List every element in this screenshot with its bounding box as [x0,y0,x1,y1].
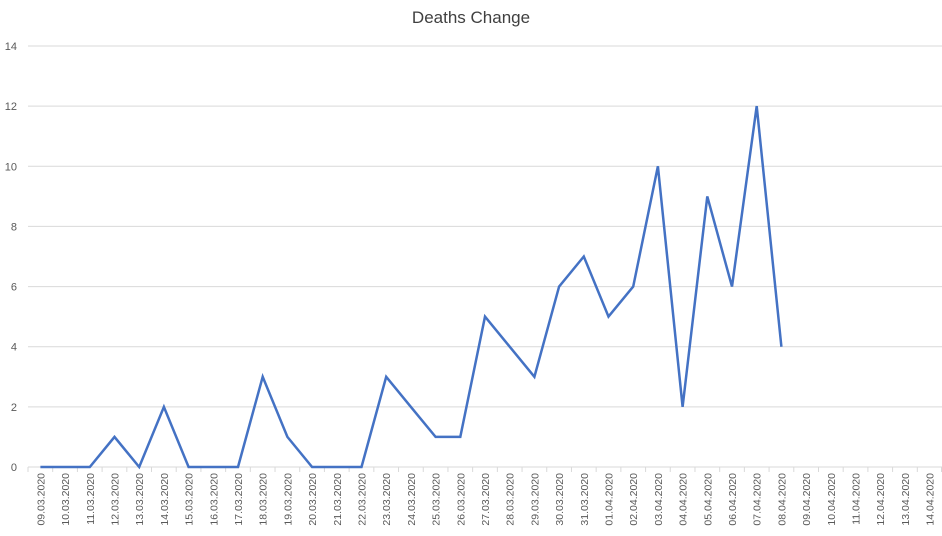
x-tick-label: 18.03.2020 [258,473,270,526]
x-tick-label: 05.04.2020 [702,473,714,526]
x-tick-label: 03.04.2020 [653,473,665,526]
gridlines [28,45,942,468]
x-tick-label: 28.03.2020 [505,473,517,526]
x-tick-label: 10.04.2020 [826,473,838,526]
x-tick-label: 17.03.2020 [233,473,245,526]
x-tick-label: 20.03.2020 [307,473,319,526]
x-tick-label: 22.03.2020 [356,473,368,526]
x-tick-label: 13.03.2020 [134,473,146,526]
chart-title: Deaths Change [411,8,531,27]
x-tick-label: 29.03.2020 [529,473,541,526]
x-tick-label: 15.03.2020 [184,473,196,526]
x-tick-label: 11.03.2020 [85,473,97,525]
y-tick-label: 14 [5,41,17,53]
x-tick-label: 31.03.2020 [579,473,591,526]
y-tick-label: 8 [11,221,17,233]
x-tick-label: 27.03.2020 [480,473,492,526]
x-tick-label: 12.04.2020 [875,473,887,526]
x-tick-label: 13.04.2020 [900,473,912,526]
x-tick-label: 06.04.2020 [727,473,739,526]
y-tick-label: 4 [11,342,17,354]
y-tick-label: 10 [5,161,17,173]
x-tick-label: 02.04.2020 [628,473,640,526]
x-tick-label: 07.04.2020 [752,473,764,526]
x-tick-label: 14.03.2020 [159,473,171,526]
x-tick-label: 19.03.2020 [282,473,294,526]
x-tick-label: 30.03.2020 [554,473,566,526]
x-tick-label: 09.03.2020 [35,473,47,526]
x-tick-label: 26.03.2020 [455,473,467,526]
x-tick-label: 08.04.2020 [776,473,788,526]
x-tick-label: 01.04.2020 [604,473,616,526]
x-tick-label: 23.03.2020 [381,473,393,526]
x-tick-label: 10.03.2020 [60,473,72,526]
x-tick-label: 04.04.2020 [678,473,690,526]
series-group [40,105,783,470]
y-tick-label: 6 [11,282,17,294]
x-axis: 09.03.2020 10.03.2020 11.03.2020 12.03.2020… [27,467,942,526]
series-line [40,105,783,470]
x-tick-label: 12.03.2020 [109,473,121,526]
y-tick-label: 0 [11,462,17,474]
x-tick-label: 09.04.2020 [801,473,813,526]
y-axis: 0 2 4 6 8 10 12 14 [5,41,17,474]
x-tick-label: 21.03.2020 [332,473,344,526]
x-tick-label: 24.03.2020 [406,473,418,526]
y-tick-label: 12 [5,101,17,113]
y-tick-label: 2 [11,402,17,414]
x-tick-label: 14.04.2020 [925,473,937,526]
x-tick-label: 16.03.2020 [208,473,220,526]
x-tick-label: 11.04.2020 [851,473,863,525]
x-tick-label: 25.03.2020 [431,473,443,526]
